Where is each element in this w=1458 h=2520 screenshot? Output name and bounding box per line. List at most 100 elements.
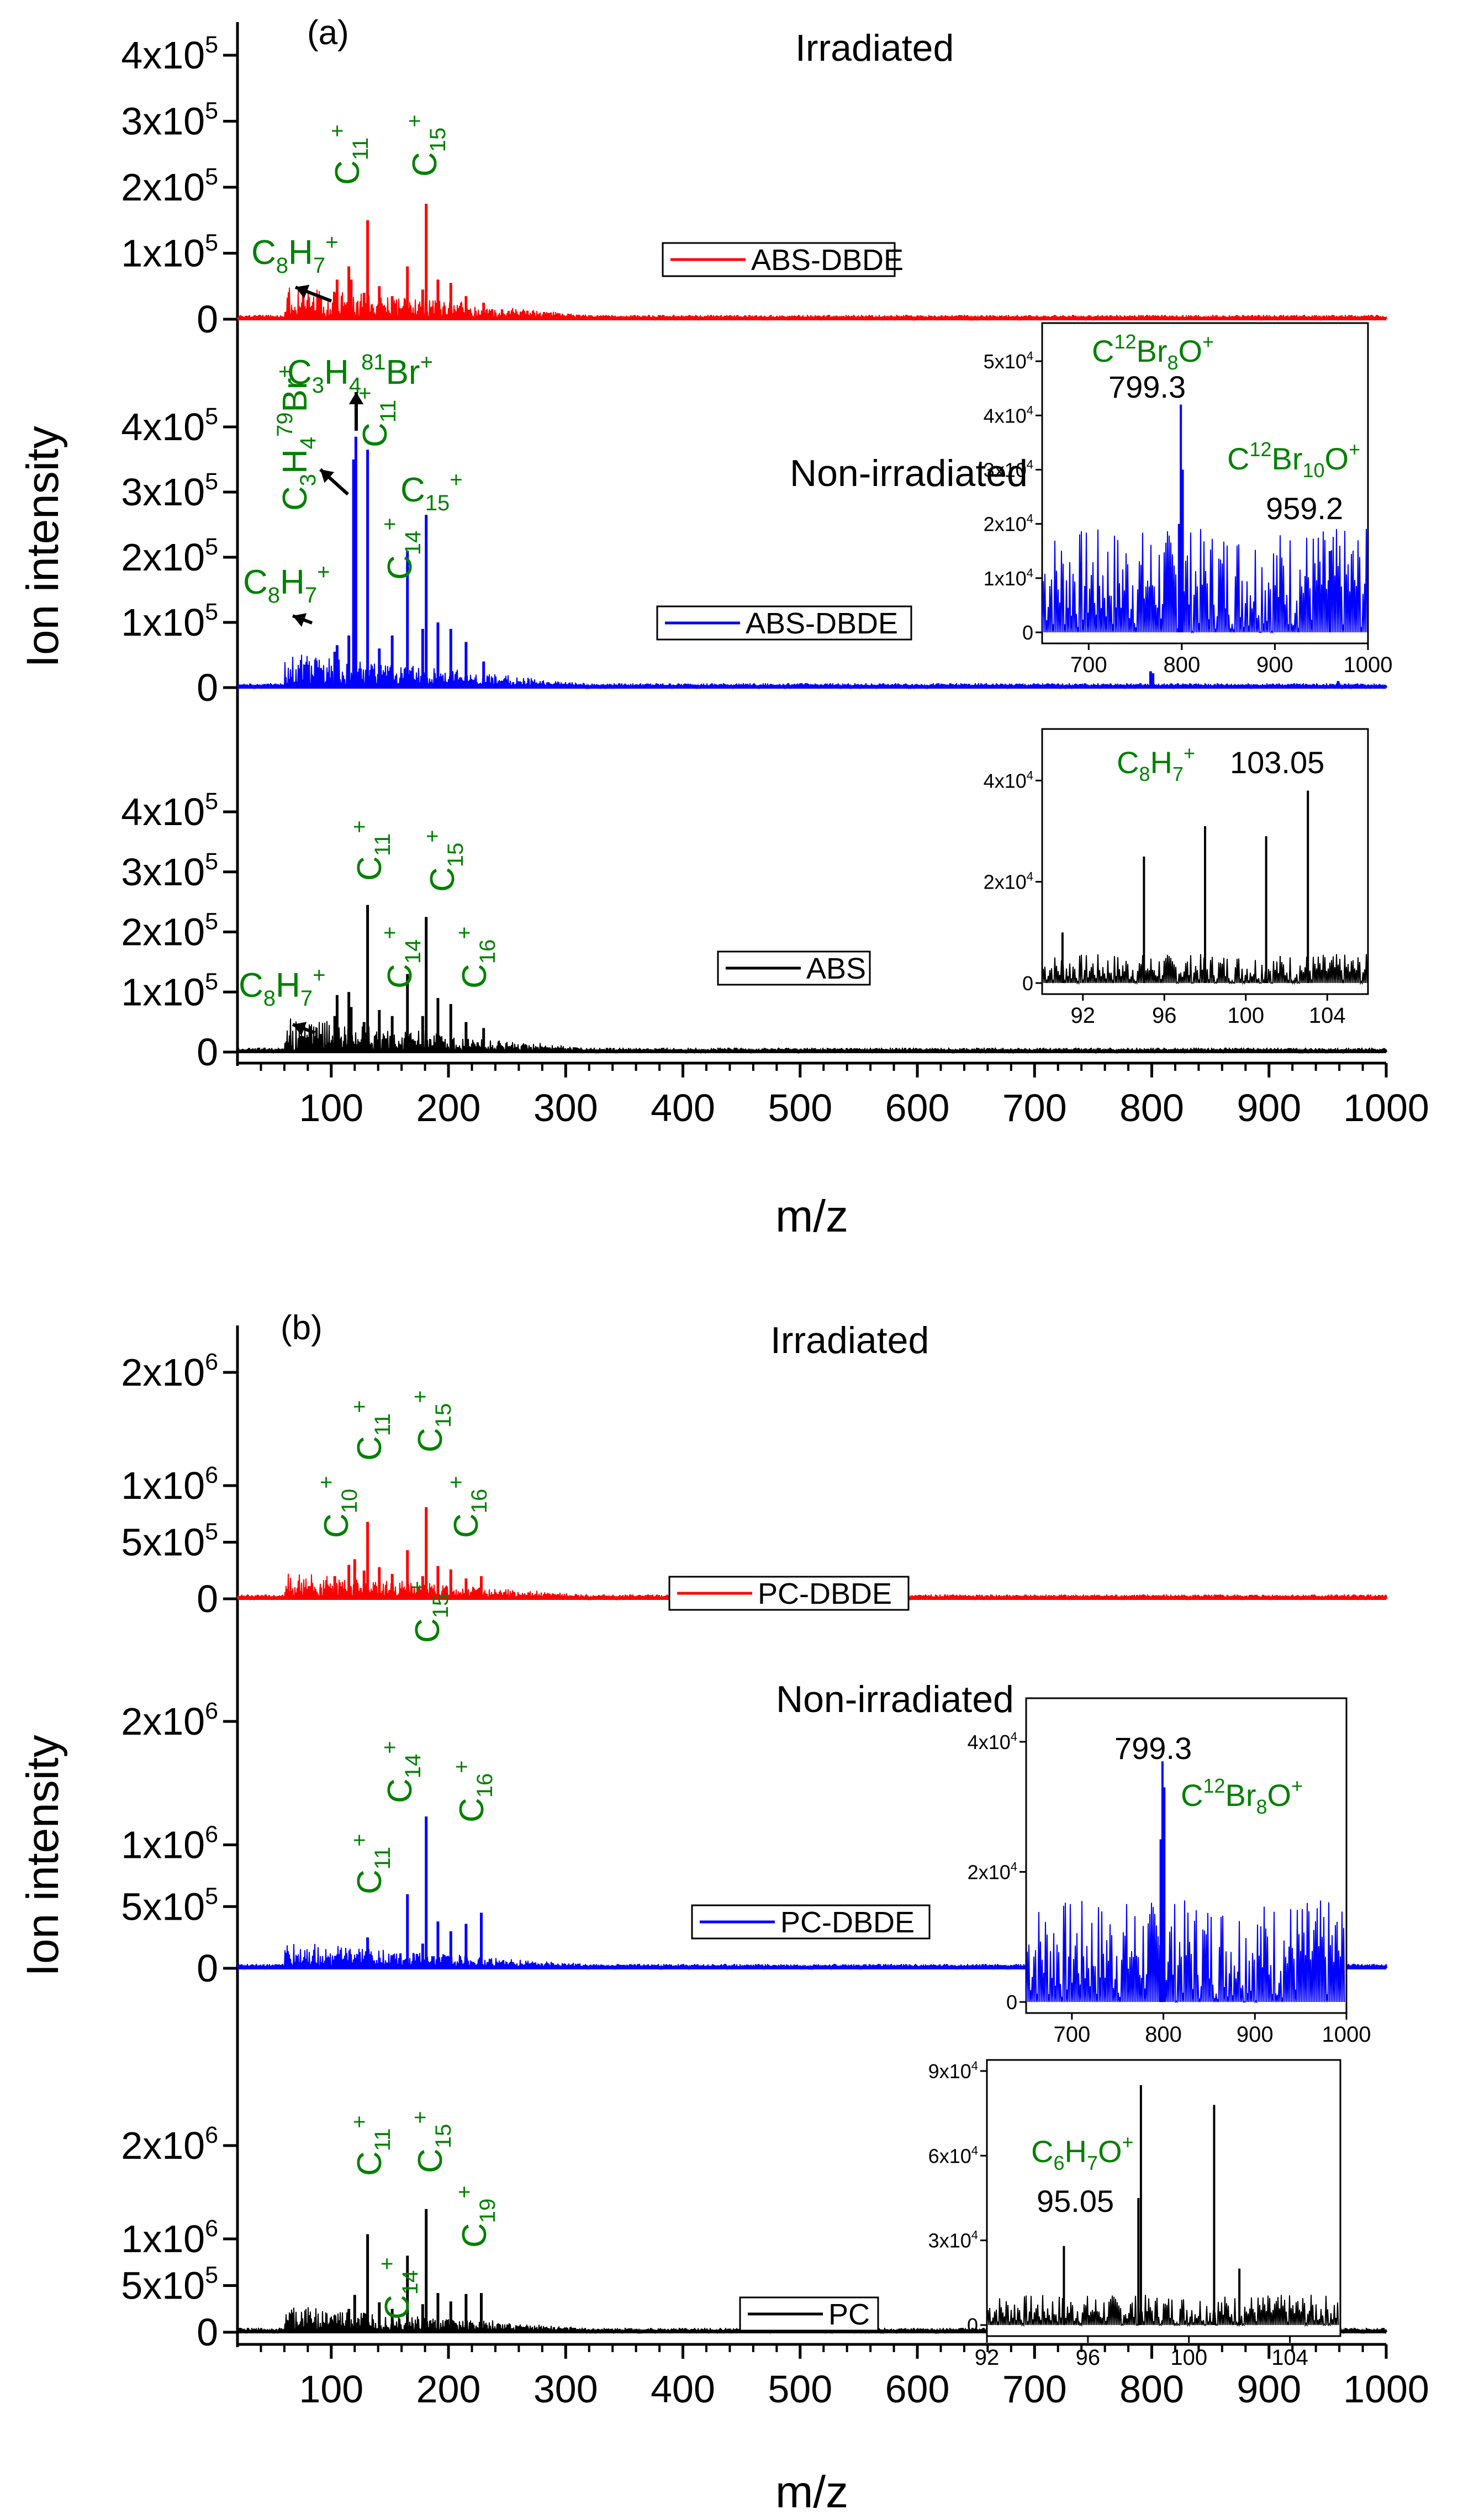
legend-label: PC-DBDE bbox=[780, 1906, 915, 1939]
y-tick-exponent: 4 bbox=[1027, 349, 1033, 363]
label-part: 15 bbox=[429, 1594, 453, 1619]
y-tick-exponent: 4 bbox=[1027, 566, 1033, 580]
peak-label: C14+ bbox=[375, 2257, 422, 2320]
peak-label: C16+ bbox=[444, 1476, 492, 1538]
x-axis-label-b: m/z bbox=[775, 2467, 848, 2517]
legend-label: PC-DBDE bbox=[758, 1577, 892, 1610]
y-tick-base: 2x10 bbox=[984, 871, 1027, 894]
inset-x-tick-label: 1000 bbox=[1322, 2022, 1371, 2047]
y-tick-exponent: 4 bbox=[1027, 457, 1033, 471]
y-tick-label: 1x105 bbox=[121, 230, 218, 275]
label-part: C bbox=[381, 1778, 419, 1803]
peak-label: C19+ bbox=[452, 2185, 500, 2248]
label-part: O bbox=[1179, 334, 1203, 368]
label-part: + bbox=[403, 114, 427, 127]
label-part: + bbox=[353, 387, 377, 399]
y-tick-base: 4x10 bbox=[968, 1731, 1011, 1753]
y-tick-base: 1x10 bbox=[121, 232, 205, 275]
inset-ion-label: C12Br10O+ bbox=[1227, 438, 1360, 482]
inset-x-tick-label: 92 bbox=[975, 2345, 1000, 2370]
inset-frame bbox=[986, 2059, 1341, 2337]
label-part: C bbox=[381, 555, 419, 580]
inset-y-tick-label: 0 bbox=[1022, 621, 1033, 644]
y-tick-base: 1x10 bbox=[984, 567, 1027, 590]
x-ticks-b: 100 200 300 400 500 600 700 800 900 1000 bbox=[260, 2344, 1429, 2411]
y-tick-exponent: 6 bbox=[205, 1698, 218, 1724]
arrow-head bbox=[293, 1022, 307, 1036]
label-part: 79 bbox=[273, 412, 297, 437]
label-part: 11 bbox=[348, 138, 373, 161]
peak-label: C16+ bbox=[450, 1760, 497, 1822]
inset-value-label: 799.3 bbox=[1114, 1731, 1192, 1766]
peak-label: C16+ bbox=[452, 926, 500, 989]
y-tick-exponent: 6 bbox=[205, 1349, 218, 1375]
inset-x-tick-label: 1000 bbox=[1344, 653, 1393, 677]
label-part: + bbox=[408, 1390, 432, 1403]
label-part: 12 bbox=[1114, 330, 1136, 353]
y-tick-base: 3x10 bbox=[928, 2230, 971, 2252]
label-part: 15 bbox=[431, 1403, 456, 1428]
inset-ion-label: C8H7+ bbox=[1117, 742, 1195, 785]
y-tick-exponent: 5 bbox=[205, 788, 218, 815]
x-tick-label: 800 bbox=[1119, 2368, 1184, 2411]
label-part: + bbox=[314, 1476, 339, 1488]
peak-label: C11+ bbox=[347, 1834, 395, 1894]
label-part: + bbox=[1349, 438, 1360, 461]
y-tick-exponent: 6 bbox=[205, 2215, 218, 2242]
peak-label: C11+ bbox=[325, 124, 373, 185]
inset-y-tick-label: 1x104 bbox=[984, 566, 1033, 590]
spectrum-noise-a3 bbox=[237, 1018, 1387, 1054]
y-tick-base: 1x10 bbox=[121, 601, 205, 644]
label-part: H bbox=[324, 353, 349, 392]
y-tick-base: 3x10 bbox=[121, 100, 205, 143]
y-tick-base: 5x10 bbox=[121, 1885, 205, 1928]
y-tick-base: 4x10 bbox=[121, 790, 205, 833]
y-tick-exponent: 4 bbox=[1011, 1730, 1017, 1744]
label-part: + bbox=[420, 830, 445, 842]
y-tick-exponent: 6 bbox=[205, 1821, 218, 1848]
label-part: 8 bbox=[1139, 763, 1150, 785]
label-part: 11 bbox=[371, 833, 395, 857]
label-part: 3 bbox=[312, 373, 324, 398]
label-part: O bbox=[1098, 2134, 1122, 2169]
arrow-head bbox=[348, 392, 364, 404]
y-tick-label: 0 bbox=[197, 666, 218, 709]
label-part: 7 bbox=[313, 253, 325, 278]
y-tick-base: 2x10 bbox=[984, 513, 1027, 536]
label-part: C bbox=[329, 160, 367, 185]
panel-label-a: (a) bbox=[307, 14, 349, 52]
inset-y-tick-label: 0 bbox=[1022, 972, 1033, 995]
x-axis-label-a: m/z bbox=[775, 1191, 848, 1241]
label-part: 12 bbox=[1249, 438, 1271, 461]
label-part: C bbox=[276, 486, 314, 511]
y-tick-label: 1x106 bbox=[121, 2215, 218, 2260]
label-part: 15 bbox=[426, 128, 450, 152]
label-part: 14 bbox=[398, 2270, 422, 2295]
spectrum-noise-a1 bbox=[237, 287, 1387, 321]
label-part: 10 bbox=[337, 1489, 362, 1514]
label-part: + bbox=[325, 124, 350, 137]
label-part: 16 bbox=[476, 939, 500, 964]
label-part: C bbox=[243, 563, 268, 601]
peak-label: C11+ bbox=[353, 387, 400, 447]
label-part: Br bbox=[386, 353, 420, 392]
y-tick-base: 4x10 bbox=[984, 769, 1027, 792]
y-tick-exponent: 5 bbox=[205, 533, 218, 560]
y-tick-exponent: 5 bbox=[205, 599, 218, 625]
label-part: 19 bbox=[476, 2199, 500, 2223]
label-part: C bbox=[1227, 441, 1249, 476]
peak-label: C15+ bbox=[408, 2111, 456, 2173]
legend-label: ABS-DBDE bbox=[751, 244, 904, 277]
inset-x-tick-label: 104 bbox=[1309, 1003, 1346, 1028]
y-tick-base: 9x10 bbox=[928, 2060, 971, 2083]
inset-y-tick-label: 2x104 bbox=[984, 512, 1033, 536]
x-tick-label: 200 bbox=[416, 2368, 481, 2411]
inset-x-tick-label: 800 bbox=[1145, 2022, 1182, 2047]
y-tick-label: 2x105 bbox=[121, 908, 218, 954]
x-tick-label: 1000 bbox=[1343, 1086, 1429, 1129]
y-tick-label: 5x105 bbox=[121, 1883, 218, 1928]
peak-label: C14+ bbox=[378, 1741, 425, 1803]
panel-label-b: (b) bbox=[281, 1309, 323, 1347]
label-part: 15 bbox=[425, 491, 450, 515]
